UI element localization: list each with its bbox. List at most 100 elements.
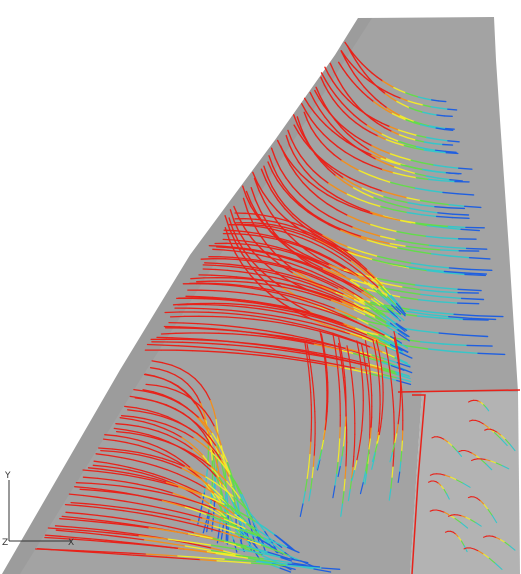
- streamline-segment: [113, 427, 127, 431]
- streamline-segment: [225, 316, 241, 319]
- streamline-segment: [391, 304, 402, 315]
- streamline-segment: [305, 249, 318, 258]
- streamline-segment: [332, 332, 336, 346]
- streamline-segment: [332, 289, 345, 296]
- streamline-segment: [332, 80, 339, 89]
- streamline-segment: [417, 96, 426, 100]
- streamline-segment: [316, 126, 325, 135]
- streamline-segment: [216, 308, 232, 312]
- streamline-segment: [312, 235, 323, 242]
- streamline-segment: [382, 351, 396, 359]
- streamline-segment: [186, 477, 198, 484]
- streamline-segment: [411, 166, 424, 171]
- streamline-segment: [167, 455, 179, 463]
- streamline-segment: [135, 407, 149, 411]
- streamline-segment: [59, 518, 77, 521]
- streamline-segment: [117, 467, 131, 471]
- streamline-segment: [487, 508, 493, 516]
- streamline-segment: [308, 201, 320, 211]
- streamline-segment: [192, 549, 209, 553]
- streamline-segment: [206, 527, 222, 533]
- streamline-segment: [358, 350, 361, 362]
- streamline-segment: [382, 292, 402, 298]
- streamline-segment: [335, 95, 343, 104]
- streamline-segment: [254, 540, 266, 546]
- streamline-segment: [304, 342, 308, 357]
- streamline-segment: [338, 337, 342, 349]
- streamline-segment: [138, 454, 152, 459]
- streamline-segment: [223, 462, 231, 474]
- streamline-segment: [351, 378, 354, 391]
- streamline-segment: [93, 460, 108, 464]
- streamline-segment: [239, 271, 253, 275]
- streamline-segment: [246, 545, 259, 550]
- streamline-segment: [261, 224, 274, 228]
- streamline-segment: [174, 455, 184, 463]
- streamline-segment: [212, 315, 228, 318]
- streamline-segment: [173, 503, 186, 508]
- streamline-segment: [188, 427, 198, 435]
- streamline-segment: [322, 243, 334, 250]
- streamline-segment: [384, 162, 396, 168]
- streamline-segment: [460, 540, 465, 547]
- streamline-segment: [145, 553, 163, 556]
- streamline-segment: [352, 100, 360, 109]
- streamline-segment: [433, 170, 448, 174]
- streamline-segment: [397, 471, 401, 483]
- streamline-segment: [178, 345, 195, 348]
- streamline-segment: [346, 45, 353, 55]
- streamline-segment: [276, 179, 285, 190]
- streamline-segment: [228, 492, 235, 503]
- streamline-segment: [217, 509, 227, 519]
- streamline-segment: [317, 196, 329, 205]
- streamline-segment: [358, 261, 368, 271]
- streamline-segment: [200, 384, 207, 394]
- streamline-segment: [286, 279, 300, 285]
- streamline-segment: [264, 295, 279, 300]
- streamline-segment: [321, 246, 333, 254]
- streamline-segment: [302, 234, 314, 240]
- streamline-segment: [305, 162, 314, 172]
- streamline-segment: [357, 317, 370, 325]
- streamline-segment: [228, 217, 234, 231]
- streamline-segment: [355, 59, 361, 68]
- streamline-segment: [218, 513, 222, 530]
- streamline-segment: [412, 121, 422, 126]
- streamline-segment: [140, 509, 155, 514]
- streamline-segment: [157, 412, 169, 418]
- streamline-segment: [429, 265, 451, 269]
- streamline-segment: [395, 322, 408, 332]
- streamline-segment: [374, 348, 378, 359]
- streamline-segment: [399, 114, 408, 120]
- streamline-segment: [334, 119, 342, 128]
- streamline-segment: [452, 213, 470, 216]
- streamline-segment: [291, 322, 307, 327]
- streamline-segment: [119, 542, 136, 545]
- streamline-segment: [309, 91, 316, 102]
- streamline-segment: [378, 413, 381, 424]
- streamline-segment: [363, 309, 377, 318]
- streamline-segment: [210, 547, 225, 552]
- streamline-segment: [207, 327, 224, 331]
- streamline-segment: [321, 439, 325, 451]
- streamline-segment: [226, 290, 241, 294]
- streamline-segment: [406, 197, 422, 202]
- streamline-segment: [442, 343, 468, 347]
- streamline-segment: [399, 351, 413, 359]
- streamline-segment: [311, 466, 314, 480]
- streamline-segment: [397, 247, 415, 252]
- streamline-segment: [290, 196, 300, 206]
- streamline-segment: [134, 525, 150, 529]
- streamline-segment: [115, 435, 128, 439]
- streamline-segment: [222, 351, 239, 354]
- streamline-segment: [211, 339, 228, 343]
- streamline-segment: [289, 300, 304, 305]
- streamline-segment: [492, 535, 497, 539]
- streamline-segment: [353, 298, 366, 306]
- streamline-segment: [79, 505, 96, 508]
- streamline-segment: [392, 400, 395, 413]
- streamline-segment: [100, 488, 115, 492]
- streamline-segment: [182, 322, 199, 325]
- streamline-segment: [331, 166, 342, 174]
- streamline-segment: [127, 472, 143, 477]
